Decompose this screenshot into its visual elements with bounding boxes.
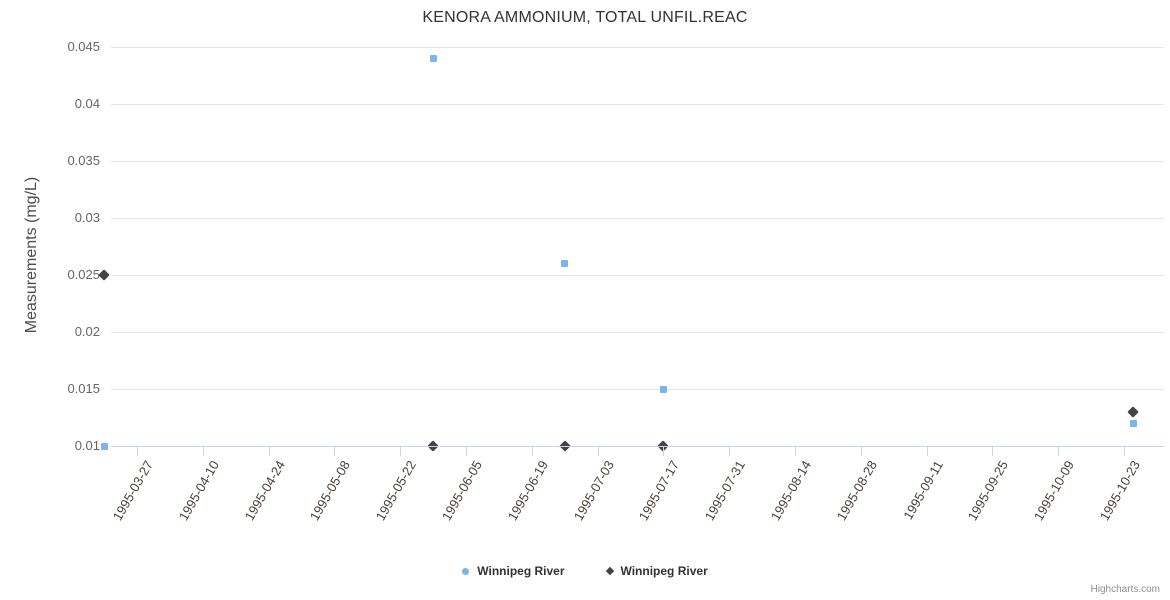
gridline: [111, 47, 1164, 48]
x-axis-tick: [202, 447, 204, 456]
legend-item-0[interactable]: Winnipeg River: [462, 564, 565, 578]
data-point[interactable]: [659, 385, 667, 393]
y-axis-tick-label: 0.045: [67, 39, 100, 54]
x-axis-tick: [860, 447, 862, 456]
x-axis-tick-label: 1995-08-28: [833, 458, 880, 524]
x-axis-tick-label: 1995-09-25: [965, 458, 1012, 524]
legend-diamond-icon: [605, 566, 614, 576]
x-axis-tick: [268, 447, 270, 456]
x-axis-tick-label: 1995-10-23: [1096, 458, 1143, 524]
y-axis-tick-label: 0.025: [67, 267, 100, 282]
gridline: [111, 218, 1164, 219]
y-axis-tick-label: 0.035: [67, 153, 100, 168]
y-axis-tick-labels: 0.045 0.04 0.035 0.03 0.025 0.02 0.015 0.01: [30, 39, 100, 453]
x-axis-tick-label: 1995-08-14: [767, 458, 814, 524]
legend: Winnipeg River Winnipeg River: [0, 564, 1170, 578]
x-axis-tick: [137, 447, 138, 456]
gridline: [111, 275, 1164, 276]
x-axis-tick: [400, 447, 402, 456]
x-axis-tick-label: 1995-04-10: [175, 458, 222, 524]
x-axis-tick: [926, 447, 928, 456]
x-axis-tick-label: 1995-03-27: [109, 458, 156, 524]
x-axis-tick-label: 1995-05-22: [372, 458, 420, 524]
y-axis-tick-label: 0.03: [74, 210, 100, 225]
data-point[interactable]: [100, 442, 108, 450]
x-axis-tick: [466, 447, 467, 456]
plot-area: [98, 47, 1164, 452]
x-axis-tick-label: 1995-06-05: [438, 458, 485, 524]
x-axis-tick-label: 1995-05-08: [307, 458, 354, 524]
legend-circle-icon: [462, 567, 470, 575]
gridline: [111, 104, 1164, 105]
gridline: [111, 332, 1164, 333]
legend-item-1[interactable]: Winnipeg River: [605, 564, 708, 578]
gridline: [111, 161, 1164, 162]
x-axis-tick: [663, 447, 665, 456]
x-axis-tick: [795, 447, 796, 456]
x-axis-tick-label: 1995-07-17: [636, 458, 683, 524]
data-point[interactable]: [561, 260, 569, 268]
x-axis-line: [111, 446, 1164, 447]
x-axis-tick-label: 1995-06-19: [504, 458, 551, 524]
y-axis-tick-label: 0.04: [74, 96, 100, 111]
data-point[interactable]: [429, 54, 437, 62]
data-point[interactable]: [98, 269, 110, 281]
x-axis-tick-label: 1995-09-11: [899, 458, 946, 523]
credits-label[interactable]: Highcharts.com: [1090, 584, 1160, 595]
x-axis-tick-label: 1995-04-24: [241, 458, 288, 524]
x-axis-tick-label: 1995-10-09: [1030, 458, 1078, 524]
x-axis-tick: [992, 447, 994, 456]
chart-title: KENORA AMMONIUM, TOTAL UNFIL.REAC: [422, 9, 748, 26]
x-axis-tick-label: 1995-07-31: [701, 458, 749, 524]
data-point[interactable]: [1127, 406, 1140, 418]
x-axis-tick: [597, 447, 599, 456]
x-axis-tick-label: 1995-07-03: [570, 458, 617, 524]
y-axis-tick-label: 0.02: [74, 324, 100, 339]
legend-label: Winnipeg River: [620, 564, 708, 578]
data-point[interactable]: [1129, 419, 1137, 427]
y-axis-tick-label: 0.015: [67, 381, 100, 396]
legend-label: Winnipeg River: [477, 564, 565, 578]
x-axis-tick: [1124, 447, 1125, 456]
y-axis-tick-label: 0.01: [74, 438, 100, 453]
gridline: [111, 389, 1164, 390]
x-axis-tick: [334, 447, 336, 456]
x-axis-tick: [531, 447, 533, 456]
x-axis-tick: [729, 447, 731, 456]
x-axis-tick: [1058, 447, 1060, 456]
